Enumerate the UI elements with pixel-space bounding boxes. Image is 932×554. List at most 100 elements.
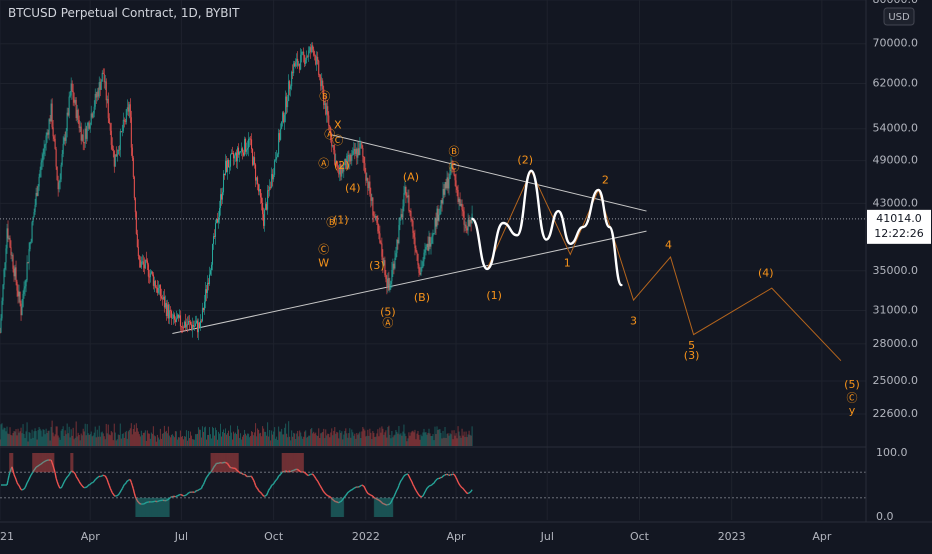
candle-body: [24, 288, 25, 293]
oscillator-line: [363, 486, 364, 487]
candle-body: [237, 148, 238, 162]
candle-body: [203, 308, 204, 310]
candle-body: [255, 165, 256, 181]
oscillator-line: [121, 489, 122, 491]
candle-body: [440, 208, 441, 214]
volume-bar: [117, 439, 118, 446]
candle-body: [379, 233, 380, 242]
oscillator-line: [365, 488, 366, 490]
candle-body: [317, 57, 318, 61]
candle-body: [241, 148, 242, 151]
oscillator-line: [443, 475, 444, 476]
volume-bar: [104, 436, 105, 446]
candle-body: [368, 182, 369, 189]
candle-body: [435, 218, 436, 233]
volume-bar: [340, 433, 341, 446]
candle-body: [10, 238, 11, 247]
volume-bar: [399, 434, 400, 446]
candle-body: [445, 182, 446, 195]
volume-bar: [213, 428, 214, 446]
wave-label: (5): [844, 378, 860, 391]
oscillator-line: [275, 481, 276, 483]
volume-bar: [204, 427, 205, 446]
volume-bar: [40, 429, 41, 446]
candle-body: [395, 253, 396, 258]
volume-bar: [472, 426, 473, 446]
volume-bar: [455, 436, 456, 446]
candle-body: [77, 110, 78, 118]
volume-bar: [207, 435, 208, 446]
candle-body: [366, 178, 367, 181]
oscillator-line: [324, 492, 325, 493]
candle-body: [258, 184, 259, 191]
volume-bar: [185, 437, 186, 446]
candle-body: [268, 190, 269, 191]
volume-bar: [347, 438, 348, 446]
candle-body: [222, 192, 223, 199]
candle-body: [320, 77, 321, 86]
volume-bar: [426, 435, 427, 446]
volume-bar: [42, 437, 43, 446]
candle-body: [138, 247, 139, 256]
candle-body: [291, 72, 292, 86]
oscillator-line: [424, 492, 425, 494]
candle-body: [65, 138, 66, 141]
candle-body: [102, 73, 103, 82]
candle-body: [179, 315, 180, 317]
volume-bar: [78, 433, 79, 446]
candle-body: [377, 223, 378, 231]
price-tick-label: 22600.0: [873, 407, 919, 420]
oscillator-line: [239, 472, 240, 473]
oscillator-line: [257, 488, 258, 489]
candle-body: [363, 157, 364, 163]
candle-body: [299, 64, 300, 70]
candle-body: [376, 216, 377, 223]
volume-bar: [344, 431, 345, 446]
candle-body: [364, 163, 365, 172]
volume-bar: [20, 431, 21, 446]
volume-bar: [315, 433, 316, 446]
candle-body: [352, 151, 353, 155]
price-scale[interactable]: 80000.070000.062000.054000.049000.043000…: [866, 0, 932, 550]
oscillator-line: [401, 480, 402, 481]
oscillator-line: [373, 496, 374, 497]
candle-body: [94, 107, 95, 114]
volume-bar: [326, 435, 327, 446]
candle-body: [469, 220, 470, 226]
oscillator-line: [187, 493, 188, 494]
oscillator-line: [124, 484, 125, 485]
candle-body: [86, 129, 87, 139]
candle-body: [81, 127, 82, 141]
volume-bar: [170, 437, 171, 446]
volume-bar: [429, 433, 430, 446]
wave-label: (1): [333, 214, 349, 227]
volume-bar: [111, 431, 112, 446]
oscillator-line: [57, 481, 58, 484]
candle-body: [465, 225, 466, 226]
candle-body: [443, 189, 444, 204]
oscillator-line: [305, 473, 306, 474]
candle-body: [135, 198, 136, 212]
volume-bar: [291, 430, 292, 446]
wave-label: 3: [630, 314, 637, 327]
oscillator-line: [403, 476, 404, 477]
volume-bar: [169, 436, 170, 446]
candle-body: [171, 311, 172, 318]
candle-body: [112, 145, 113, 149]
volume-bar: [180, 431, 181, 446]
volume-bar: [25, 438, 26, 446]
candle-body: [420, 267, 421, 274]
candle-body: [298, 64, 299, 66]
candle-body: [446, 182, 447, 188]
volume-bar: [415, 439, 416, 446]
candle-body: [137, 234, 138, 247]
volume-bar: [418, 435, 419, 446]
candle-body: [170, 310, 171, 311]
candle-body: [312, 45, 313, 49]
candle-body: [173, 315, 174, 318]
oscillator-line: [204, 480, 205, 482]
candle-body: [211, 265, 212, 270]
volume-bar: [235, 433, 236, 446]
volume-bar: [428, 429, 429, 446]
